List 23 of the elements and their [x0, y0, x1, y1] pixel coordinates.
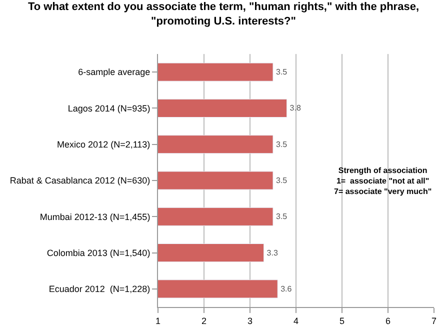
data-label: 3.8	[290, 104, 302, 113]
data-label: 3.5	[276, 176, 288, 185]
x-tick-label: 2	[201, 316, 207, 326]
y-tick-label: 6-sample average	[78, 67, 150, 78]
chart-title: To what extent do you associate the term, "human rights," with the phrase, "promoting U.S. interests?"	[28, 1, 420, 28]
y-tick-label: Mexico 2012 (N=2,113)	[57, 140, 150, 150]
data-label: 3.6	[280, 284, 292, 294]
x-tick-label: 7	[431, 316, 437, 326]
y-tick-label: Rabat & Casablanca 2012 (N=630)	[10, 176, 150, 186]
x-tick-label: 3	[247, 316, 253, 326]
x-tick-label: 4	[293, 316, 299, 326]
x-tick-label: 1	[155, 316, 161, 326]
data-label: 3.3	[266, 248, 278, 258]
y-tick-label: Lagos 2014 (N=935)	[68, 103, 150, 114]
y-tick-label: Colombia 2013 (N=1,540)	[46, 248, 150, 258]
data-label: 3.5	[276, 140, 288, 149]
y-tick-label: Ecuador 2012 (N=1,228)	[48, 284, 150, 294]
y-tick-label: Mumbai 2012-13 (N=1,455)	[40, 212, 150, 222]
x-tick-label: 6	[385, 316, 391, 326]
data-label: 3.5	[276, 68, 288, 77]
x-tick-label: 5	[339, 316, 345, 326]
data-label: 3.5	[276, 212, 288, 222]
annotation: Strength of association 1= associate "not at all" 7= associate "very much"	[334, 166, 432, 196]
